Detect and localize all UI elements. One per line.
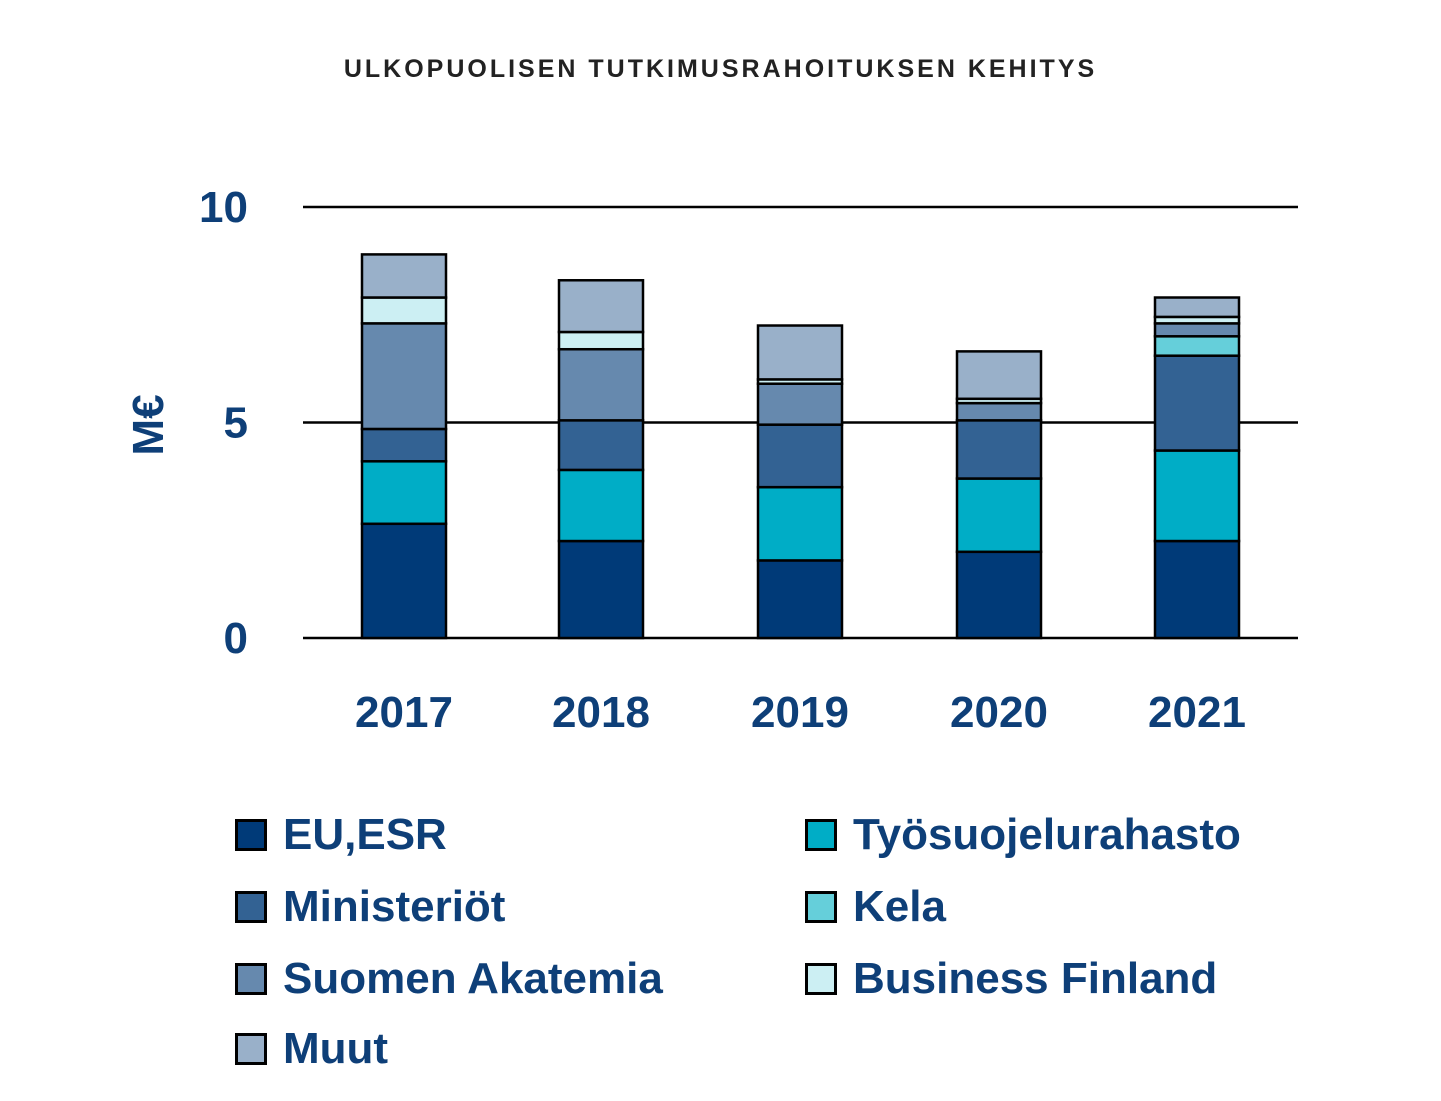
bar-segment-2017-ministeri-t: [360, 427, 448, 463]
y-tick-label: 5: [224, 399, 248, 448]
bar-segment-2020-ty-suojelurahasto: [955, 477, 1043, 554]
bar-segment-2019-ministeri-t: [756, 423, 844, 489]
bar-segment-2017-eu-esr: [360, 522, 448, 640]
bar-segment-2019-eu-esr: [756, 559, 844, 640]
bar-segment-2019-muut: [756, 324, 844, 381]
bar-segment-2021-kela: [1153, 335, 1241, 357]
bar-segment-2020-ministeri-t: [955, 419, 1043, 480]
legend-label-suomen-akatemia: Suomen Akatemia: [283, 954, 663, 1003]
legend-item-suomen-akatemia: Suomen Akatemia: [235, 949, 663, 1009]
legend-swatch-muut: [235, 1033, 267, 1065]
legend-swatch-business-finland: [805, 963, 837, 995]
chart-title: ULKOPUOLISEN TUTKIMUSRAHOITUKSEN KEHITYS: [343, 55, 1098, 83]
x-tick-label-2017: 2017: [355, 688, 453, 737]
legend-item-tyosuojelurahasto: Työsuojelurahasto: [805, 805, 1241, 865]
bar-segment-2021-muut: [1153, 296, 1241, 319]
legend-label-business-finland: Business Finland: [853, 954, 1218, 1003]
y-tick-label: 0: [224, 614, 248, 663]
bar-segment-2020-eu-esr: [955, 550, 1043, 640]
bar-segment-2021-eu-esr: [1153, 539, 1241, 640]
bar-segment-2021-ty-suojelurahasto: [1153, 449, 1241, 543]
bar-segment-2020-muut: [955, 350, 1043, 401]
bar-segment-2019-ty-suojelurahasto: [756, 485, 844, 562]
legend-label-muut: Muut: [283, 1024, 389, 1073]
bar-segment-2021-suomen-akatemia: [1153, 322, 1241, 338]
bar-segment-2017-muut: [360, 253, 448, 299]
legend-label-eu-esr: EU,ESR: [283, 810, 447, 859]
chart-plot: 0 5 10 2017 2018 2019 2020 2021 M€: [124, 183, 1298, 737]
bar-segment-2018-muut: [557, 279, 645, 334]
bar-segment-2019-suomen-akatemia: [756, 382, 844, 426]
bar-segment-2018-ministeri-t: [557, 419, 645, 472]
legend-swatch-kela: [805, 891, 837, 923]
bar-segment-2017-suomen-akatemia: [360, 322, 448, 431]
legend-swatch-ministeriot: [235, 891, 267, 923]
bar-segment-2017-business-finland: [360, 296, 448, 325]
x-tick-label-2018: 2018: [552, 688, 650, 737]
x-tick-label-2019: 2019: [751, 688, 849, 737]
legend-item-business-finland: Business Finland: [805, 949, 1217, 1009]
legend-item-eu-esr: EU,ESR: [235, 805, 447, 865]
bar-segment-2018-eu-esr: [557, 539, 645, 640]
legend-item-muut: Muut: [235, 1019, 388, 1079]
y-tick-label: 10: [199, 183, 248, 232]
legend-swatch-suomen-akatemia: [235, 963, 267, 995]
x-tick-label-2021: 2021: [1148, 688, 1246, 737]
bar-segment-2018-ty-suojelurahasto: [557, 468, 645, 543]
bar-segment-2017-ty-suojelurahasto: [360, 460, 448, 526]
legend-swatch-tyosuojelurahasto: [805, 819, 837, 851]
x-tick-label-2020: 2020: [950, 688, 1048, 737]
legend-swatch-eu-esr: [235, 819, 267, 851]
legend-label-ministeriot: Ministeriöt: [283, 882, 506, 931]
legend-item-kela: Kela: [805, 877, 946, 937]
bar-segment-2021-ministeri-t: [1153, 354, 1241, 452]
y-axis-label: M€: [124, 394, 173, 455]
legend-item-ministeriot: Ministeriöt: [235, 877, 505, 937]
bar-segment-2020-suomen-akatemia: [955, 401, 1043, 422]
bar-segment-2018-suomen-akatemia: [557, 347, 645, 422]
bar-segment-2018-business-finland: [557, 330, 645, 351]
legend-label-tyosuojelurahasto: Työsuojelurahasto: [853, 810, 1241, 859]
legend-label-kela: Kela: [853, 882, 946, 931]
